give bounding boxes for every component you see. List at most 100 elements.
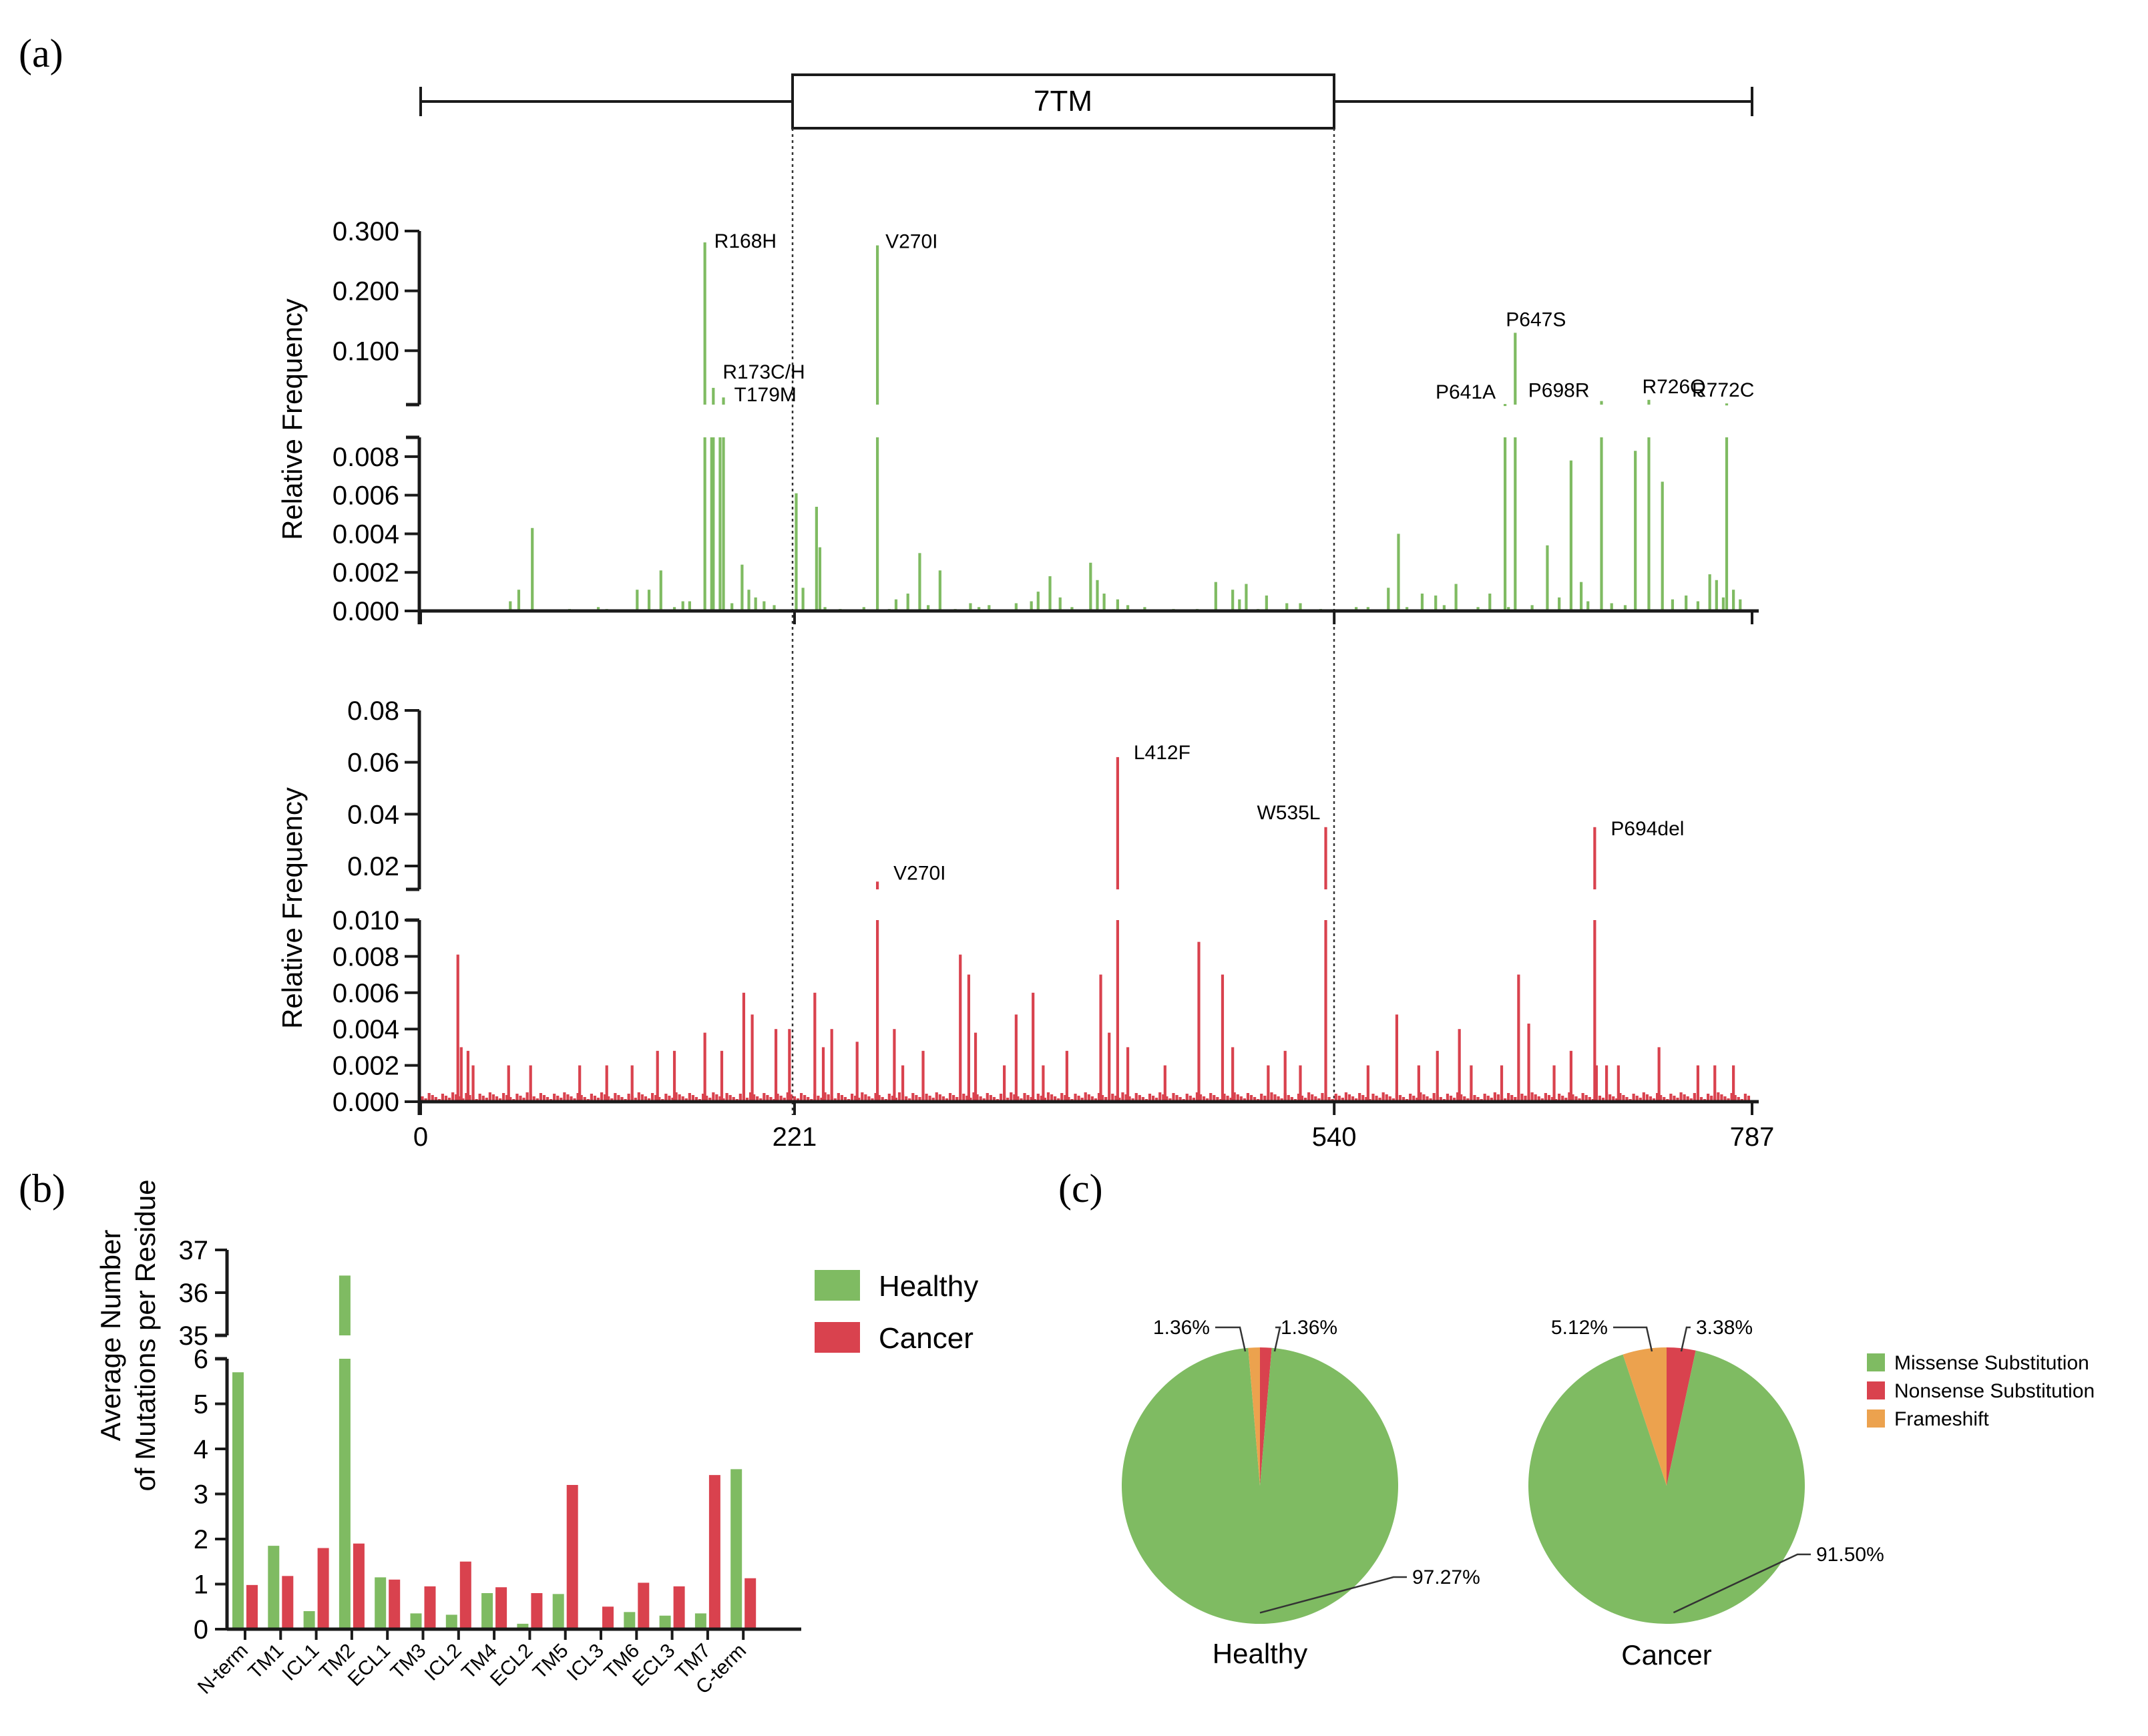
region-y-axis-title-line1: Average Number [95,1230,126,1442]
region-bar-healthy [232,1372,244,1629]
cancer-background-bar [522,1098,525,1102]
healthy-bar [659,570,662,611]
cancer-bar [974,1032,978,1102]
region-y-tick-label: 0 [194,1615,208,1645]
cancer-background-bar [1270,1092,1273,1102]
healthy-bars [509,242,1742,611]
cancer-background-bar [972,1092,976,1102]
region-bar-cancer [317,1548,329,1629]
pie-leader-line [1613,1326,1653,1352]
cancer-bar [1713,1065,1717,1102]
cancer-background-bar [491,1094,495,1102]
cancer-background-bar [1202,1096,1206,1102]
cancer-background-bar [1717,1092,1720,1102]
region-y-tick-label: 1 [194,1570,208,1600]
region-bar-cancer [638,1582,650,1629]
region-bar-cancer [744,1578,757,1629]
healthy-mutation-label: T179M [734,384,797,406]
cancer-background-bar [1158,1092,1162,1102]
healthy-highlight-bar-lower [712,437,715,611]
cancer-background-bar [1365,1097,1368,1102]
cancer-background-bar [1100,1095,1104,1102]
healthy-frequency-chart: 0.000 0.002 0.004 0.006 0.008 0.100 0.200 0.300… [276,217,1759,626]
position-x-axis: 0 221 540 787 [413,1122,1775,1152]
cancer-background-bar [857,1098,861,1102]
cancer-background-bar [468,1095,471,1102]
position-x-tick-label: 540 [1312,1122,1357,1152]
cancer-background-bar [1314,1096,1317,1102]
cancer-background-bar [1598,1096,1602,1102]
cancer-background-bar [1046,1092,1050,1102]
pie-leader-line [1273,1326,1281,1352]
cancer-background-bar [1341,1098,1344,1102]
region-bar-healthy [268,1546,280,1629]
cancer-axes: 0.000 0.002 0.004 0.006 0.008 0.010 0.02 0.04 0.… [333,696,1759,1117]
cancer-background-bar [732,1097,735,1102]
cancer-background-bar [1473,1095,1476,1102]
cancer-background-bar [1733,1095,1737,1102]
healthy-bar [1558,597,1561,611]
legend-swatch-cancer [815,1322,860,1353]
region-bar-cancer [602,1606,614,1629]
cancer-background-bar [1361,1095,1365,1102]
cancer-bar [830,1029,833,1102]
cancer-background-bar [1321,1093,1324,1102]
cancer-background-bar [1720,1094,1723,1102]
cancer-background-bar [1297,1094,1301,1102]
cancer-bar [656,1050,659,1102]
cancer-y-tick-label: 0.004 [333,1015,399,1044]
healthy-bar [1406,607,1409,611]
cancer-bar [459,1047,463,1102]
cancer-background-bar [1249,1095,1253,1102]
cancer-background-bar [1564,1098,1568,1102]
cancer-background-bar [1707,1094,1710,1102]
cancer-bar [1395,1014,1399,1102]
healthy-axes: 0.000 0.002 0.004 0.006 0.008 0.100 0.200 0.300 [333,217,1759,626]
healthy-bar [1245,584,1248,611]
healthy-bar [1721,597,1725,611]
cancer-background-bar [583,1097,586,1102]
cancer-background-bar [607,1096,610,1102]
cancer-background-bar [1148,1094,1152,1102]
cancer-background-bar [1337,1096,1341,1102]
healthy-bar [938,570,941,611]
region-y-tick-label: 35 [179,1321,209,1351]
cancer-background-bar [1483,1094,1486,1102]
cancer-background-bar [1036,1094,1040,1102]
cancer-background-bar [1635,1096,1639,1102]
cancer-bar [1617,1065,1620,1102]
healthy-bar [1671,599,1675,611]
cancer-y-tick-label: 0.006 [333,979,399,1008]
cancer-bar [1163,1065,1166,1102]
healthy-mutation-label: P698R [1528,380,1590,402]
cancer-background-bar [525,1092,529,1102]
healthy-bar [918,553,921,611]
cancer-background-bar [928,1096,931,1102]
cancer-bar [703,1032,706,1102]
cancer-bar [901,1065,905,1102]
cancer-bar [813,992,817,1102]
cancer-background-bar [891,1096,894,1102]
healthy-bar [795,493,798,611]
cancer-background-bar [434,1097,437,1102]
healthy-highlight-bar-lower [1514,437,1517,611]
cancer-background-bar [861,1092,864,1102]
cancer-background-bar [715,1094,718,1102]
healthy-bar [1096,580,1099,611]
healthy-highlight-bar-lower [1600,437,1603,611]
cancer-background-bar [1229,1098,1233,1102]
cancer-background-bar [1358,1093,1361,1102]
cancer-background-bar [874,1093,877,1102]
cancer-background-bar [1334,1094,1337,1102]
healthy-bar [636,590,639,611]
cancer-background-bar [969,1098,972,1102]
legend-label-healthy: Healthy [879,1270,978,1303]
cancer-bar [1042,1065,1045,1102]
cancer-background-bar [1178,1097,1182,1102]
cancer-background-bar [502,1093,505,1102]
region-bar-cancer [353,1543,365,1629]
cancer-background-bar [789,1094,793,1102]
pie-group: 97.27% 1.36% 1.36% 91.50% 3.38% 5.12% [1122,1317,1884,1624]
cancer-bar [1366,1065,1369,1102]
